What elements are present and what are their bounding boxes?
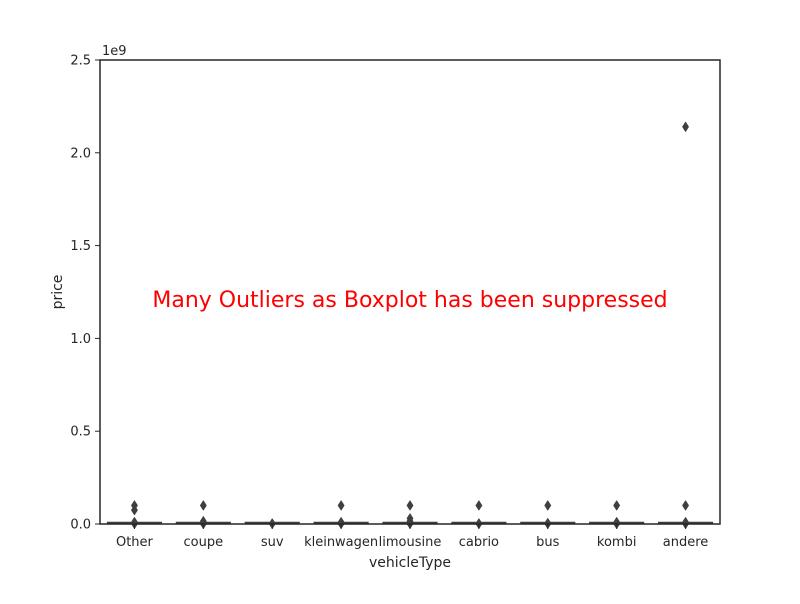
y-axis-ticks: 0.0 0.5 1.0 1.5 2.0 2.5 bbox=[70, 54, 100, 533]
x-tick-label: bus bbox=[536, 535, 559, 550]
outlier-point bbox=[544, 499, 552, 511]
y-offset-label: 1e9 bbox=[102, 44, 127, 59]
y-tick-label: 1.5 bbox=[70, 239, 91, 254]
plot-area bbox=[100, 60, 720, 524]
outlier-point bbox=[130, 504, 138, 516]
x-tick-label: suv bbox=[261, 535, 284, 550]
outlier-point bbox=[406, 499, 414, 511]
outlier-point bbox=[337, 499, 345, 511]
x-axis-ticks: Other coupe suv kleinwagen limousine cabrio bu… bbox=[116, 524, 708, 550]
outlier-point bbox=[199, 499, 207, 511]
x-tick-label: kleinwagen bbox=[304, 535, 378, 550]
outlier-point bbox=[682, 499, 690, 511]
y-tick-label: 0.5 bbox=[70, 425, 91, 440]
y-tick-label: 1.0 bbox=[70, 332, 91, 347]
x-tick-label: cabrio bbox=[459, 535, 499, 550]
x-tick-label: Other bbox=[116, 535, 154, 550]
x-tick-label: coupe bbox=[184, 535, 224, 550]
x-axis-label: vehicleType bbox=[369, 555, 451, 571]
x-tick-label: kombi bbox=[597, 535, 637, 550]
outlier-point bbox=[613, 499, 621, 511]
y-tick-label: 2.5 bbox=[70, 54, 91, 69]
y-axis-label: price bbox=[50, 275, 66, 310]
y-tick-label: 2.0 bbox=[70, 146, 91, 161]
x-tick-label: andere bbox=[663, 535, 709, 550]
x-tick-label: limousine bbox=[379, 535, 442, 550]
outlier-point bbox=[682, 121, 690, 133]
outlier-point bbox=[475, 499, 483, 511]
annotation-text: Many Outliers as Boxplot has been suppre… bbox=[152, 288, 667, 313]
y-tick-label: 0.0 bbox=[70, 518, 91, 533]
